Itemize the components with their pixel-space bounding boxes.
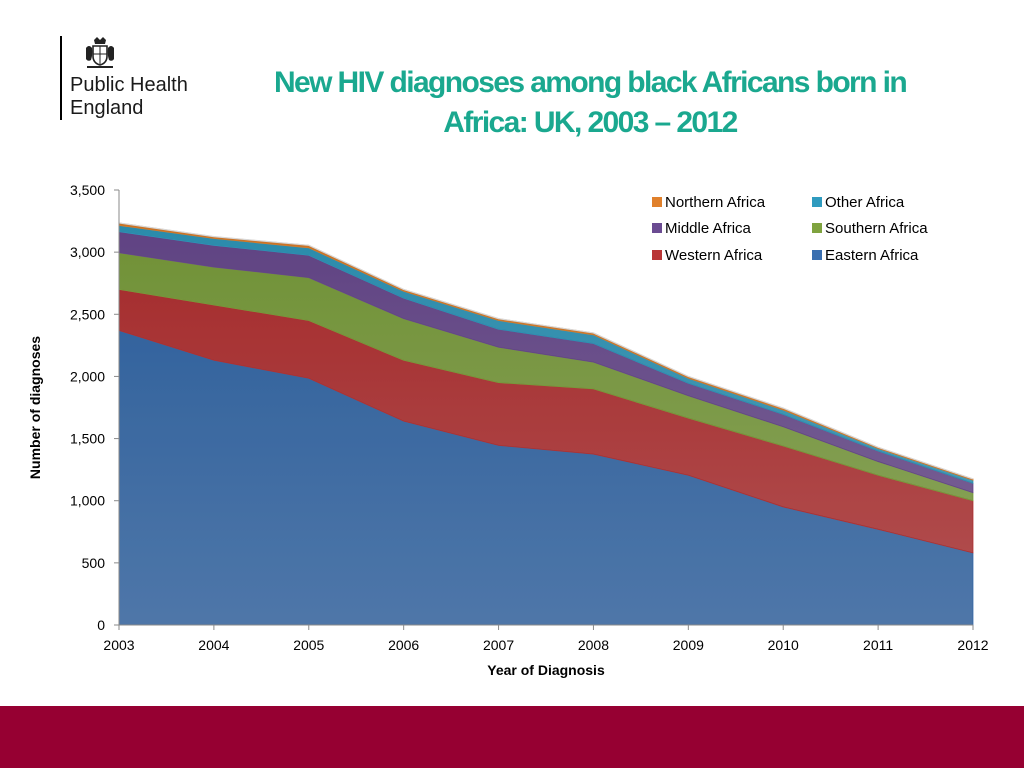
area-top-edge bbox=[118, 222, 974, 480]
logo-wordmark: Public Health England bbox=[70, 74, 230, 120]
stacked-area-chart: 0 500 1,000 1,500 2,000 2,500 3,000 3,500 2003 20… bbox=[27, 182, 989, 678]
legend-swatch-other-africa bbox=[812, 197, 822, 207]
legend-swatch-western-africa bbox=[652, 250, 662, 260]
logo-line-2: England bbox=[70, 97, 144, 119]
footer-bar bbox=[0, 706, 1024, 768]
x-tick-label: 2007 bbox=[483, 637, 514, 653]
legend-label-southern-africa: Southern Africa bbox=[825, 220, 928, 237]
x-tick-label: 2004 bbox=[198, 637, 229, 653]
legend-swatch-middle-africa bbox=[652, 223, 662, 233]
logo-line-1: Public Health bbox=[70, 74, 188, 96]
x-tick-label: 2006 bbox=[388, 637, 419, 653]
legend-label-other-africa: Other Africa bbox=[825, 194, 905, 211]
legend-item-western-africa: Western Africa bbox=[652, 247, 763, 264]
y-tick-label: 2,500 bbox=[70, 306, 105, 322]
slide-title: New HIV diagnoses among black Africans b… bbox=[220, 63, 960, 143]
legend-label-western-africa: Western Africa bbox=[665, 247, 763, 264]
x-tick-label: 2009 bbox=[673, 637, 704, 653]
legend-item-southern-africa: Southern Africa bbox=[812, 220, 928, 237]
y-tick-label: 500 bbox=[82, 555, 106, 571]
x-tick-label: 2010 bbox=[768, 637, 799, 653]
title-line-1: New HIV diagnoses among black Africans b… bbox=[273, 66, 908, 99]
logo-divider bbox=[60, 36, 62, 120]
legend-label-eastern-africa: Eastern Africa bbox=[825, 247, 919, 264]
legend-item-middle-africa: Middle Africa bbox=[652, 220, 752, 237]
x-axis-title: Year of Diagnosis bbox=[487, 662, 605, 678]
legend-swatch-eastern-africa bbox=[812, 250, 822, 260]
legend-item-eastern-africa: Eastern Africa bbox=[812, 247, 919, 264]
legend-item-northern-africa: Northern Africa bbox=[652, 194, 766, 211]
y-tick-label: 1,500 bbox=[70, 431, 105, 447]
y-tick-label: 2,000 bbox=[70, 368, 105, 384]
legend-swatch-northern-africa bbox=[652, 197, 662, 207]
x-tick-label: 2008 bbox=[578, 637, 609, 653]
legend-label-northern-africa: Northern Africa bbox=[665, 194, 766, 211]
x-tick-label: 2012 bbox=[957, 637, 988, 653]
title-line-2: Africa: UK, 2003 – 2012 bbox=[443, 106, 738, 139]
y-tick-label: 3,000 bbox=[70, 244, 105, 260]
legend-item-other-africa: Other Africa bbox=[812, 194, 905, 211]
y-axis-title: Number of diagnoses bbox=[27, 336, 43, 479]
x-tick-label: 2005 bbox=[293, 637, 324, 653]
legend-label-middle-africa: Middle Africa bbox=[665, 220, 752, 237]
x-tick-label: 2011 bbox=[863, 637, 893, 653]
x-tick-label: 2003 bbox=[103, 637, 134, 653]
royal-coat-of-arms-icon bbox=[86, 37, 114, 68]
legend-swatch-southern-africa bbox=[812, 223, 822, 233]
y-tick-label: 0 bbox=[97, 617, 105, 633]
y-tick-label: 1,000 bbox=[70, 493, 105, 509]
y-tick-label: 3,500 bbox=[70, 182, 105, 198]
